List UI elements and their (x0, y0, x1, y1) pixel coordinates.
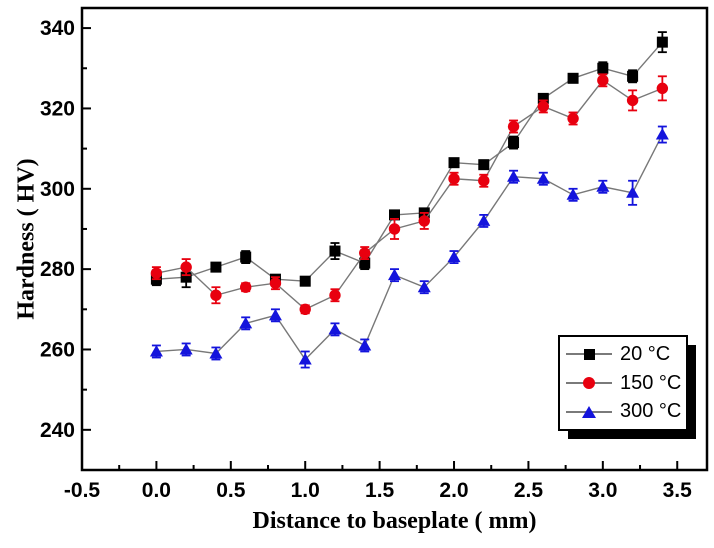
legend-line (566, 405, 612, 419)
data-point-circle (239, 281, 252, 293)
data-point-square (537, 92, 549, 104)
data-point-square (210, 261, 222, 273)
data-point-triangle (477, 214, 491, 226)
data-point-circle (180, 261, 192, 273)
data-point-triangle (179, 342, 193, 355)
series-line (156, 41, 663, 282)
data-point-square (478, 159, 490, 171)
x-tick-label: 3.5 (663, 479, 693, 502)
data-point-square (299, 275, 311, 287)
legend-item-150c: 150 °C (560, 372, 686, 395)
plot-frame (80, 6, 709, 472)
data-point-circle (269, 277, 282, 289)
legend-item-20c: 20 °C (560, 343, 686, 366)
data-point-triangle (447, 250, 461, 263)
data-point-triangle (209, 346, 223, 359)
red-circle-marker-icon (583, 377, 595, 389)
x-axis-title: Distance to baseplate ( mm) (252, 508, 537, 534)
data-point-circle (537, 100, 550, 113)
data-point-circle (388, 223, 401, 235)
y-tick-label: 240 (40, 419, 75, 442)
data-point-circle (299, 303, 311, 316)
data-point-triangle (298, 353, 312, 365)
data-point-square (240, 251, 252, 263)
data-point-triangle (417, 280, 431, 293)
x-tick-label: 1.0 (291, 479, 320, 502)
data-point-square (389, 209, 400, 221)
data-point-square (180, 271, 192, 283)
data-point-triangle (388, 268, 401, 281)
legend-label-150c: 150 °C (620, 371, 682, 394)
series-20c (150, 31, 668, 289)
data-point-circle (478, 175, 490, 187)
data-point-circle (150, 267, 163, 279)
data-point-square (329, 245, 341, 257)
data-point-circle (329, 289, 341, 301)
y-tick-label: 260 (40, 338, 75, 361)
y-tick-label: 340 (40, 17, 75, 40)
data-point-triangle (655, 128, 669, 140)
data-point-triangle (328, 322, 342, 335)
data-point-triangle (536, 172, 550, 184)
data-point-square (656, 36, 668, 48)
series-line (156, 79, 663, 311)
data-point-circle (597, 74, 609, 87)
series-300c (149, 125, 669, 369)
data-point-circle (359, 247, 371, 259)
data-point-square (597, 62, 609, 74)
blue-triangle-marker-icon (582, 405, 596, 418)
data-point-square (508, 137, 520, 149)
y-tick-label: 300 (40, 178, 75, 201)
data-point-triangle (596, 180, 610, 192)
x-tick-label: 2.5 (514, 479, 544, 502)
data-point-square (627, 70, 639, 82)
legend-item-300c: 300 °C (560, 400, 686, 423)
legend-label-20c: 20 °C (620, 342, 671, 365)
data-point-triangle (149, 344, 163, 357)
data-point-circle (507, 120, 520, 133)
data-point-circle (626, 94, 639, 107)
x-tick-label: 3.0 (588, 479, 617, 502)
x-tick-label: 1.5 (365, 479, 395, 502)
x-tick-label: 0.0 (142, 479, 171, 502)
y-tick-label: 280 (40, 258, 75, 281)
y-axis-title: Hardness ( HV) (13, 158, 40, 320)
x-tick-label: -0.5 (64, 479, 101, 502)
data-point-triangle (268, 308, 282, 321)
legend: 20 °C 150 °C 300 °C (558, 335, 688, 431)
data-point-circle (656, 82, 669, 95)
legend-label-300c: 300 °C (620, 400, 682, 423)
black-square-marker-icon (583, 348, 595, 360)
data-point-circle (210, 289, 222, 301)
legend-line (566, 376, 612, 390)
data-point-circle (418, 215, 430, 227)
data-point-triangle (507, 170, 521, 182)
data-point-triangle (566, 188, 580, 200)
data-point-square (448, 157, 460, 169)
series-150c (150, 73, 669, 316)
legend-line (566, 347, 612, 361)
data-point-square (359, 257, 371, 269)
data-point-triangle (358, 338, 372, 351)
data-point-triangle (626, 186, 640, 198)
y-tick-label: 320 (40, 97, 75, 120)
data-point-circle (448, 173, 460, 185)
x-tick-label: 2.0 (439, 479, 468, 502)
data-point-square (567, 72, 579, 84)
data-point-triangle (239, 316, 253, 329)
x-tick-label: 0.5 (216, 479, 246, 502)
data-point-circle (567, 112, 579, 125)
series-line (156, 134, 663, 361)
